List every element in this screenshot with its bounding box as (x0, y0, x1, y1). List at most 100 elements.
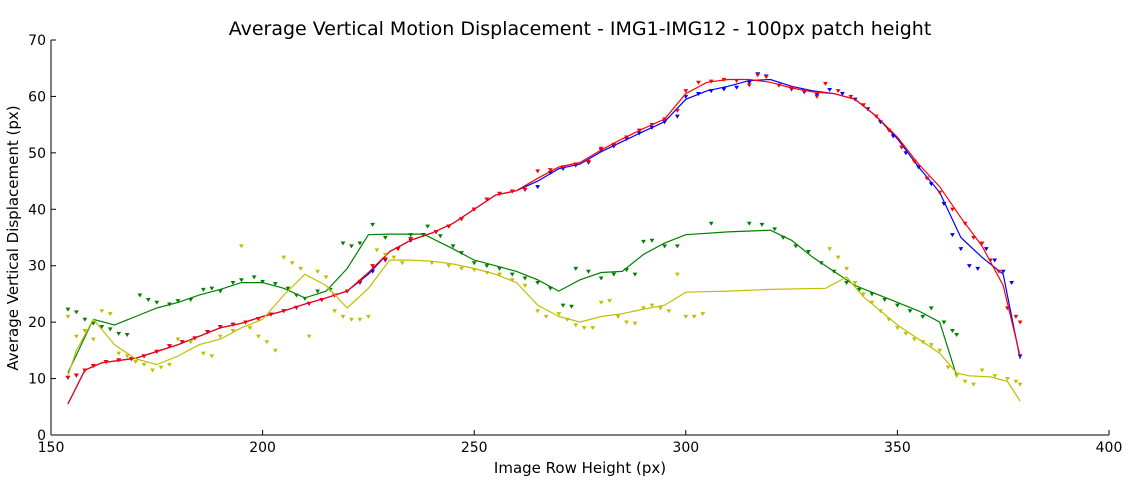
data-point (674, 272, 680, 277)
data-point (247, 326, 253, 331)
y-tick-label: 20 (28, 315, 46, 331)
data-point (586, 269, 591, 274)
data-point (124, 354, 130, 359)
data-point (662, 120, 668, 125)
data-point (569, 304, 574, 309)
data-point (179, 340, 185, 345)
data-point (928, 182, 934, 187)
data-point (696, 80, 701, 85)
data-point (624, 268, 629, 273)
data-point (624, 135, 629, 140)
data-point (573, 162, 579, 167)
data-point (772, 227, 778, 232)
data-point (391, 255, 397, 260)
y-tick-label: 40 (28, 202, 46, 218)
series-3 (65, 244, 1023, 402)
data-point (598, 276, 604, 281)
data-point (285, 286, 291, 291)
data-point (776, 83, 782, 88)
data-point (789, 86, 794, 91)
data-point (509, 272, 515, 277)
data-point (611, 142, 617, 147)
data-point (615, 314, 621, 319)
data-point (99, 325, 105, 330)
data-point (962, 379, 968, 384)
data-point (907, 309, 913, 314)
data-point (911, 159, 917, 164)
series-layer (65, 72, 1023, 405)
y-tick-label: 50 (28, 146, 46, 162)
data-point (344, 289, 350, 294)
data-point (370, 222, 376, 227)
data-point (586, 159, 591, 164)
data-point (607, 299, 613, 304)
data-point (298, 266, 304, 271)
data-point (581, 326, 587, 331)
data-point (971, 382, 976, 387)
data-point (958, 247, 964, 252)
data-point (484, 197, 490, 202)
series-line (67, 229, 958, 376)
data-point (217, 325, 223, 330)
data-point (205, 330, 210, 335)
data-point (869, 292, 875, 297)
x-tick-label: 300 (672, 440, 699, 456)
data-point (175, 337, 181, 342)
data-point (73, 373, 79, 378)
data-point (239, 244, 244, 249)
data-point (209, 354, 215, 359)
data-point (103, 360, 109, 365)
data-point (950, 233, 955, 238)
data-point (839, 92, 845, 97)
data-point (302, 296, 308, 301)
data-point (535, 281, 541, 286)
data-point (192, 336, 198, 341)
data-point (323, 275, 329, 280)
data-point (950, 207, 955, 212)
data-point (979, 241, 985, 246)
data-point (992, 258, 998, 263)
data-point (230, 281, 236, 286)
data-point (636, 128, 642, 133)
data-point (971, 235, 976, 240)
data-point (674, 108, 680, 113)
y-axis-label: Average Vertical Displacement (px) (4, 105, 22, 370)
y-tick-label: 10 (28, 372, 46, 388)
data-point (370, 269, 376, 274)
data-point (124, 332, 130, 337)
x-tick-label: 200 (249, 440, 276, 456)
data-point (882, 297, 888, 302)
data-point (281, 255, 287, 260)
data-point (937, 348, 943, 353)
data-point (1000, 269, 1006, 274)
data-point (827, 88, 833, 93)
data-point (734, 85, 739, 90)
data-point (272, 282, 278, 287)
data-point (65, 307, 71, 312)
data-point (649, 123, 655, 128)
data-point (903, 151, 909, 156)
data-point (700, 312, 706, 317)
data-point (437, 234, 443, 239)
data-point (73, 334, 79, 339)
data-point (966, 264, 972, 269)
data-point (471, 268, 477, 273)
data-point (200, 287, 206, 292)
data-point (556, 312, 562, 317)
data-point (366, 314, 371, 319)
data-point (924, 176, 930, 181)
data-point (793, 244, 799, 249)
data-point (289, 261, 295, 266)
data-point (708, 89, 714, 94)
data-point (632, 321, 638, 326)
data-point (167, 344, 172, 349)
x-tick-label: 250 (461, 440, 488, 456)
data-point (535, 185, 541, 190)
data-point (823, 81, 828, 86)
data-point (691, 314, 697, 319)
data-point (251, 275, 257, 280)
data-point (82, 317, 88, 322)
data-point (175, 299, 181, 304)
series-1 (65, 73, 1023, 405)
data-point (937, 190, 943, 195)
